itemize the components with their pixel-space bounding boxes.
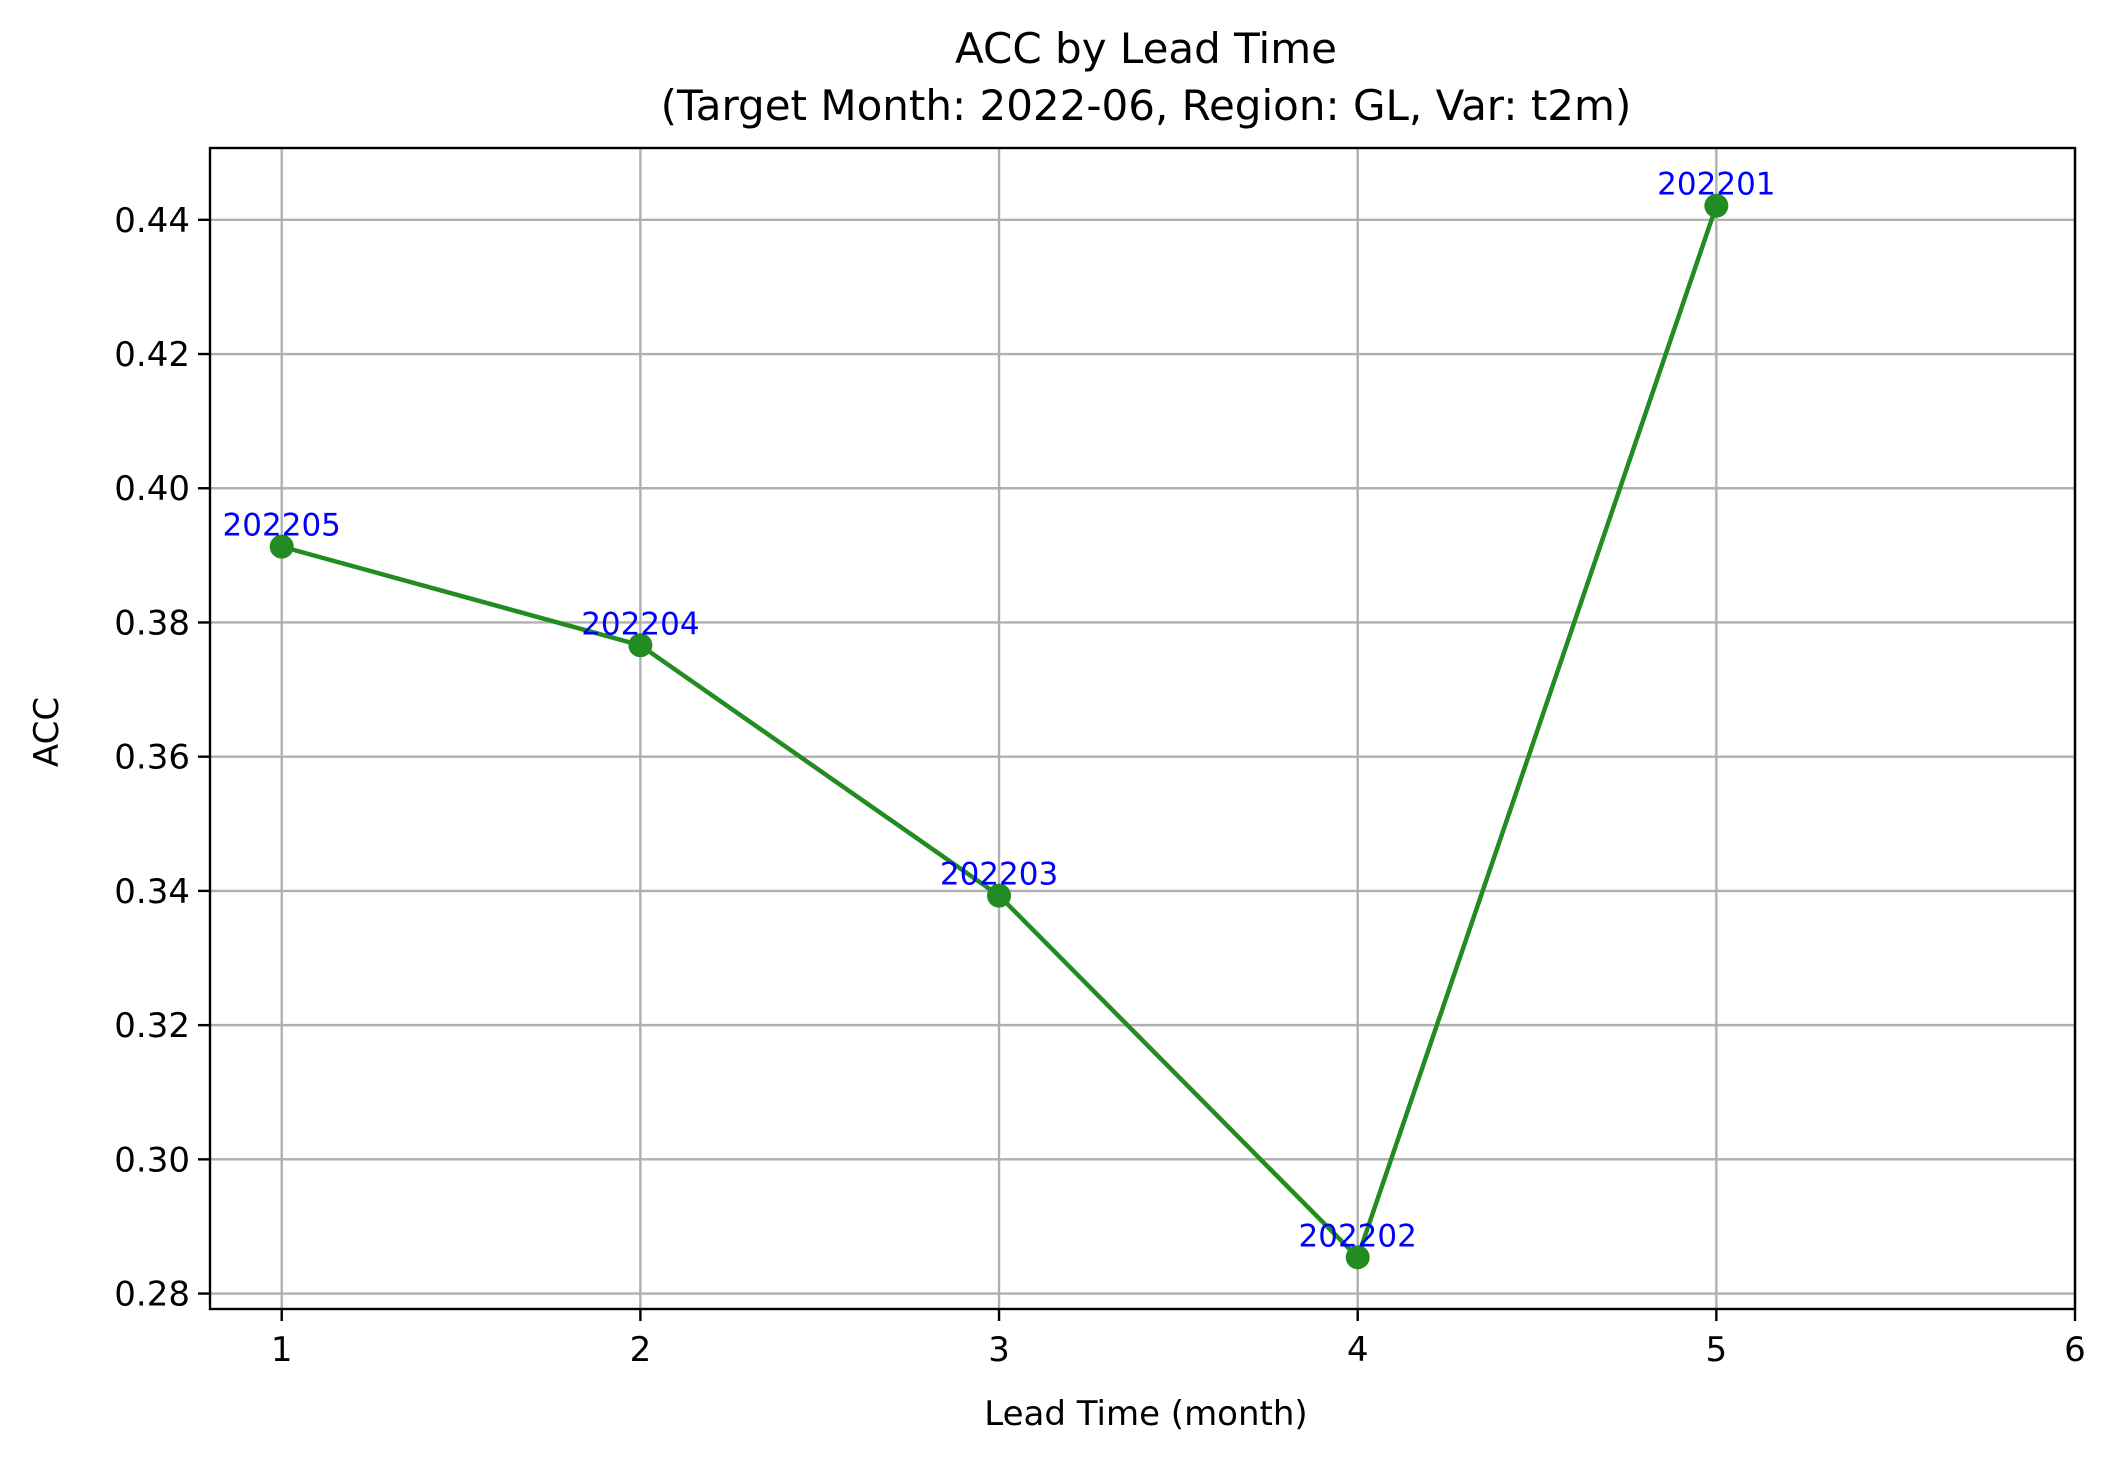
data-label: 202205 [223,508,341,544]
x-axis-label: Lead Time (month) [984,1394,1307,1434]
data-label: 202202 [1299,1218,1417,1254]
x-tick-label: 3 [988,1330,1010,1370]
x-tick-label: 2 [630,1330,652,1370]
data-point [1345,1245,1370,1270]
point-labels: 202205 202204 202203 202202 202201 [223,167,1776,1255]
y-tick-label: 0.38 [114,603,190,643]
data-label: 202201 [1657,167,1775,203]
x-tick-label: 1 [271,1330,293,1370]
data-label: 202204 [581,606,699,642]
y-tick-label: 0.42 [114,335,190,375]
y-axis-label: ACC [27,697,67,767]
chart-title: ACC by Lead Time [955,24,1337,73]
y-tick-label: 0.34 [114,872,190,912]
y-tick-label: 0.40 [114,469,190,509]
data-label: 202203 [940,857,1058,893]
data-point [628,633,653,658]
x-tick-label: 6 [2064,1330,2086,1370]
axes: 1 2 3 4 5 6 0.28 0.30 0.32 0.34 0.36 0.38 0.40 0.42 0.… [114,146,2086,1370]
series-layer [269,193,1729,1270]
y-tick-label: 0.28 [114,1275,190,1315]
y-tick-label: 0.44 [114,201,190,241]
plot-frame [208,146,2077,1311]
chart-subtitle: (Target Month: 2022-06, Region: GL, Var:… [661,81,1632,130]
data-point [1704,193,1729,218]
x-tick-label: 4 [1347,1330,1369,1370]
data-point [269,534,294,559]
y-tick-label: 0.30 [114,1140,190,1180]
y-tick-label: 0.32 [114,1006,190,1046]
x-tick-label: 5 [1706,1330,1728,1370]
data-point [987,883,1012,908]
grid-lines [210,148,2077,1309]
y-tick-label: 0.36 [114,738,190,778]
